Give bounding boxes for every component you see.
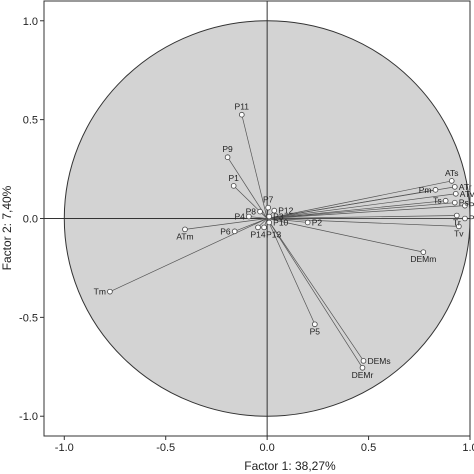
loading-point-p9: [224, 154, 231, 161]
loading-point-demm: [420, 249, 427, 255]
loading-point-p13: [261, 224, 267, 231]
loading-vector-demr: [266, 218, 363, 368]
loading-point-pv: [462, 215, 468, 222]
point-label-ts: Ts: [433, 196, 442, 206]
loading-point-p3: [266, 213, 272, 220]
loading-vector-p5: [266, 218, 316, 325]
loading-point-pr: [462, 202, 468, 209]
loading-point-ts: [442, 197, 449, 204]
point-label-p7: P7: [263, 195, 274, 205]
loading-vector-p4: [248, 216, 268, 219]
loading-vector-p11: [241, 114, 268, 219]
loading-point-ps: [451, 199, 458, 206]
loading-point-p14: [255, 224, 261, 231]
loading-point-p12: [271, 207, 278, 214]
y-tick-label: 0.5: [23, 115, 38, 127]
loading-vector-p9: [227, 157, 268, 219]
loading-point-p6: [231, 228, 238, 235]
y-tick-label: 1.0: [23, 16, 38, 28]
loading-point-pm: [432, 187, 439, 193]
point-label-ps: Ps: [459, 198, 469, 208]
loading-point-tv: [456, 223, 462, 230]
loading-vector-ats: [267, 180, 452, 219]
x-tick-label: 0.0: [259, 442, 274, 454]
point-label-p13: P13: [266, 229, 281, 239]
x-tick-label: 1.0: [462, 442, 474, 454]
point-label-dems: DEMs: [368, 356, 391, 366]
point-label-p6: P6: [220, 226, 231, 236]
loading-vector-atv: [267, 193, 456, 219]
loading-vector-p2: [267, 218, 308, 223]
point-label-p1: P1: [228, 173, 239, 183]
x-tick-label: -1.0: [55, 442, 74, 454]
loading-vector-atr: [267, 186, 455, 219]
point-label-p3: P3: [273, 212, 284, 222]
loading-point-ats: [448, 178, 455, 184]
loading-vector-tr: [267, 215, 457, 219]
loading-vector-dems: [266, 218, 364, 362]
point-label-p9: P9: [222, 144, 233, 154]
point-label-pr: Pr: [469, 201, 474, 211]
point-label-tm: Tm: [94, 287, 106, 297]
point-label-tr: Tr: [453, 218, 461, 228]
point-label-p4: P4: [234, 212, 245, 222]
loading-vector-atm: [184, 218, 268, 230]
loading-vector-tv: [267, 218, 459, 227]
loading-point-demr: [359, 364, 366, 371]
loading-vector-ts: [267, 200, 446, 219]
point-label-atv: ATv: [460, 189, 474, 199]
point-label-tv: Tv: [454, 228, 464, 238]
point-label-atm: ATm: [176, 231, 193, 241]
loading-points: [107, 111, 468, 371]
loading-vector-pr: [267, 205, 465, 219]
point-label-p8: P8: [246, 207, 257, 217]
loading-vector-tm: [109, 218, 268, 292]
point-label-p5: P5: [310, 326, 321, 336]
loading-point-atv: [452, 190, 459, 197]
loading-point-p10: [266, 219, 272, 226]
point-label-atr: ATr: [459, 182, 472, 192]
loading-point-p11: [238, 111, 245, 118]
point-label-p2: P2: [312, 217, 323, 227]
loading-point-tr: [454, 212, 460, 219]
point-label-p11: P11: [235, 102, 250, 112]
point-label-p10: P10: [273, 217, 288, 227]
y-tick-label: -1.0: [19, 411, 38, 423]
loading-point-p7: [265, 204, 271, 211]
point-label-p12: P12: [278, 206, 293, 216]
point-label-pm: Pm: [419, 185, 432, 195]
loading-point-p8: [257, 208, 263, 215]
loading-vector-ps: [267, 202, 455, 219]
point-label-p14: P14: [250, 229, 265, 239]
loading-vectors: [109, 114, 465, 368]
loading-point-atr: [451, 184, 458, 190]
y-tick-label: -0.5: [19, 312, 38, 324]
loading-point-p2: [304, 219, 311, 226]
loading-point-dems: [360, 358, 367, 364]
x-axis-title: Factor 1: 38,27%: [244, 459, 336, 473]
loading-point-p1: [230, 183, 237, 189]
loading-point-tm: [107, 288, 113, 295]
point-label-ats: ATs: [445, 168, 459, 178]
loading-point-p4: [246, 213, 252, 220]
point-label-demr: DEMr: [352, 370, 374, 380]
loading-point-atm: [182, 226, 188, 233]
point-label-demm: DEMm: [410, 254, 436, 264]
y-axis-title: Factor 2: 7,40%: [0, 185, 14, 270]
loading-vector-demm: [267, 218, 424, 253]
y-tick-label: 0.0: [23, 214, 38, 226]
tick-labels: -1.0 -0.5 0.0 0.5 1.0 1.0 0.5 0.0 -0.5 -1.0: [19, 16, 474, 454]
loading-point-p5: [312, 321, 318, 328]
x-tick-label: 0.5: [361, 442, 376, 454]
point-label-pv: Pv: [469, 214, 474, 224]
x-tick-label: -0.5: [156, 442, 175, 454]
